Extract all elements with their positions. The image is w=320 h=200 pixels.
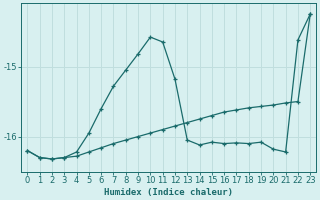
X-axis label: Humidex (Indice chaleur): Humidex (Indice chaleur): [104, 188, 233, 197]
